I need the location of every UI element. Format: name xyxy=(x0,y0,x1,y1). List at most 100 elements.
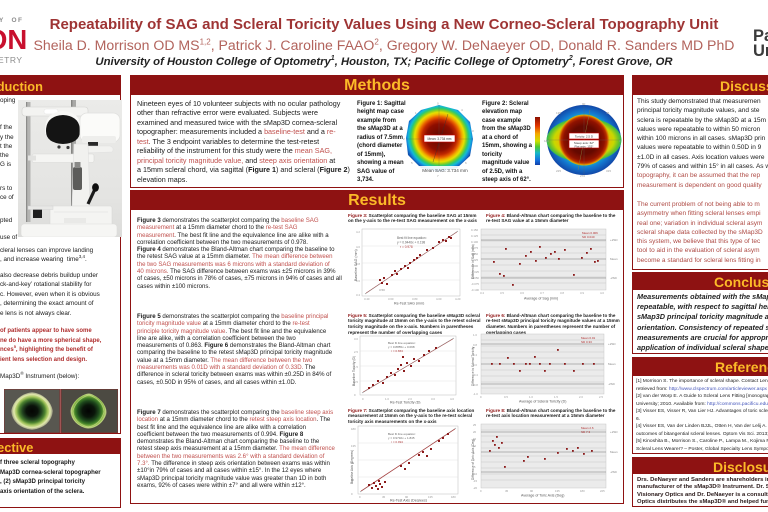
svg-text:3.8: 3.8 xyxy=(560,291,564,295)
svg-text:0.075: 0.075 xyxy=(471,246,478,250)
svg-text:25: 25 xyxy=(473,423,477,427)
svg-text:Average of Toric Axis (Deg): Average of Toric Axis (Deg) xyxy=(521,494,564,498)
svg-text:0.5: 0.5 xyxy=(354,380,358,384)
svg-text:Difference of Toric Axis (Deg): Difference of Toric Axis (Deg) xyxy=(471,439,475,480)
svg-text:0: 0 xyxy=(354,393,356,397)
svg-text:Best fit line equation:: Best fit line equation: xyxy=(388,341,416,345)
svg-text:3: 3 xyxy=(472,129,474,133)
svg-text:1.5: 1.5 xyxy=(554,395,558,399)
svg-text:Mean 0.01: Mean 0.01 xyxy=(581,336,596,340)
svg-text:2: 2 xyxy=(403,137,405,141)
svg-text:7: 7 xyxy=(437,174,439,178)
svg-text:-0.075: -0.075 xyxy=(471,282,479,286)
svg-text:3.80: 3.80 xyxy=(412,297,418,301)
svg-text:0.050: 0.050 xyxy=(471,252,478,256)
svg-text:3.60: 3.60 xyxy=(388,297,394,301)
svg-text:5: 5 xyxy=(411,161,413,165)
svg-text:3.0: 3.0 xyxy=(431,397,435,401)
svg-text:4.2: 4.2 xyxy=(356,230,360,234)
svg-text:5: 5 xyxy=(473,451,475,455)
svg-text:180: 180 xyxy=(451,495,456,499)
svg-text:Mean SAG: 3.734 mm: Mean SAG: 3.734 mm xyxy=(422,168,468,173)
svg-text:-0.100: -0.100 xyxy=(471,288,479,292)
svg-text:4.0: 4.0 xyxy=(450,397,454,401)
svg-text:-2SD: -2SD xyxy=(608,382,616,386)
svg-text:0: 0 xyxy=(359,495,361,499)
svg-text:-5: -5 xyxy=(473,465,476,469)
svg-text:-20: -20 xyxy=(473,486,477,490)
svg-text:1.0: 1.0 xyxy=(385,397,389,401)
svg-text:-0.025: -0.025 xyxy=(471,270,479,274)
svg-text:4.0: 4.0 xyxy=(356,245,360,249)
svg-text:Difference in Scleral Toricity: Difference in Scleral Toricity xyxy=(471,346,475,386)
svg-text:2.5: 2.5 xyxy=(599,395,603,399)
svg-text:3.50: 3.50 xyxy=(379,288,385,292)
svg-text:1.5: 1.5 xyxy=(354,365,358,369)
svg-text:Baseline Toricity (D): Baseline Toricity (D) xyxy=(352,356,356,386)
svg-text:r = 0.978: r = 0.978 xyxy=(400,245,413,249)
svg-text:Baseline Axis (Degrees): Baseline Axis (Degrees) xyxy=(350,450,354,484)
svg-text:Average of Sag (mm): Average of Sag (mm) xyxy=(524,297,558,301)
svg-text:135: 135 xyxy=(351,444,356,448)
svg-text:315: 315 xyxy=(606,169,611,173)
svg-text:3.0: 3.0 xyxy=(354,337,358,341)
svg-text:3.4: 3.4 xyxy=(356,293,360,297)
svg-text:0.8: 0.8 xyxy=(473,343,477,347)
svg-text:270: 270 xyxy=(580,174,585,178)
svg-text:Mean: Mean xyxy=(610,257,618,261)
svg-text:Toricity: 2.5 D: Toricity: 2.5 D xyxy=(575,135,594,139)
svg-text:4.00: 4.00 xyxy=(436,297,442,301)
svg-text:0: 0 xyxy=(362,397,364,401)
svg-text:180: 180 xyxy=(544,139,549,143)
svg-text:SD 7.3: SD 7.3 xyxy=(581,430,591,434)
svg-text:-15: -15 xyxy=(473,479,477,483)
svg-text:2.0: 2.0 xyxy=(579,395,583,399)
svg-text:Best fit line equation:: Best fit line equation: xyxy=(397,236,427,240)
svg-text:2.0: 2.0 xyxy=(408,397,412,401)
svg-text:SD 0.040: SD 0.040 xyxy=(582,235,595,239)
svg-text:3.40: 3.40 xyxy=(364,297,370,301)
svg-text:6: 6 xyxy=(465,161,467,165)
svg-text:Re-Test SAG (mm): Re-Test SAG (mm) xyxy=(394,302,424,306)
svg-text:0.0: 0.0 xyxy=(473,363,477,367)
svg-text:-0.050: -0.050 xyxy=(471,276,479,280)
svg-text:3.6: 3.6 xyxy=(356,279,360,283)
svg-text:90: 90 xyxy=(582,102,586,106)
svg-text:0.4: 0.4 xyxy=(473,353,477,357)
svg-text:0: 0 xyxy=(351,492,353,496)
svg-text:Mean: 3.734 mm: Mean: 3.734 mm xyxy=(428,137,452,141)
svg-text:-0.4: -0.4 xyxy=(473,373,478,377)
svg-text:Mean 0.006: Mean 0.006 xyxy=(582,231,598,235)
svg-text:45: 45 xyxy=(606,111,610,115)
svg-text:+2SD: +2SD xyxy=(608,342,616,346)
svg-text:0.100: 0.100 xyxy=(471,240,478,244)
svg-text:180: 180 xyxy=(580,489,585,493)
svg-text:90: 90 xyxy=(405,495,409,499)
svg-text:3.9: 3.9 xyxy=(580,291,584,295)
svg-text:2.5: 2.5 xyxy=(354,350,358,354)
svg-text:0.125: 0.125 xyxy=(471,234,478,238)
svg-text:r = 0.994: r = 0.994 xyxy=(391,440,403,444)
svg-text:0: 0 xyxy=(480,395,482,399)
svg-text:4.0: 4.0 xyxy=(600,291,604,295)
svg-text:Mean: Mean xyxy=(610,450,618,454)
svg-text:Steep axis: 62°: Steep axis: 62° xyxy=(574,141,595,145)
svg-text:0.025: 0.025 xyxy=(471,258,478,262)
svg-text:15: 15 xyxy=(473,437,477,441)
svg-text:1: 1 xyxy=(415,111,417,115)
svg-text:+2SD: +2SD xyxy=(610,430,618,434)
svg-text:SD 0.33: SD 0.33 xyxy=(581,340,592,344)
svg-text:0: 0 xyxy=(480,489,482,493)
svg-text:0: 0 xyxy=(473,458,475,462)
svg-text:Baseline SAG (mm): Baseline SAG (mm) xyxy=(354,249,358,281)
svg-text:-1.0: -1.0 xyxy=(473,392,478,396)
svg-text:1.0: 1.0 xyxy=(529,395,533,399)
svg-text:135: 135 xyxy=(555,489,560,493)
svg-text:-2SD: -2SD xyxy=(610,276,618,280)
svg-text:Re-Test Axis (Degrees): Re-Test Axis (Degrees) xyxy=(390,499,427,503)
svg-text:-2SD: -2SD xyxy=(610,470,618,474)
svg-text:3.5: 3.5 xyxy=(500,291,504,295)
svg-text:225: 225 xyxy=(556,169,561,173)
svg-text:20: 20 xyxy=(473,430,477,434)
svg-text:0.5: 0.5 xyxy=(504,395,508,399)
